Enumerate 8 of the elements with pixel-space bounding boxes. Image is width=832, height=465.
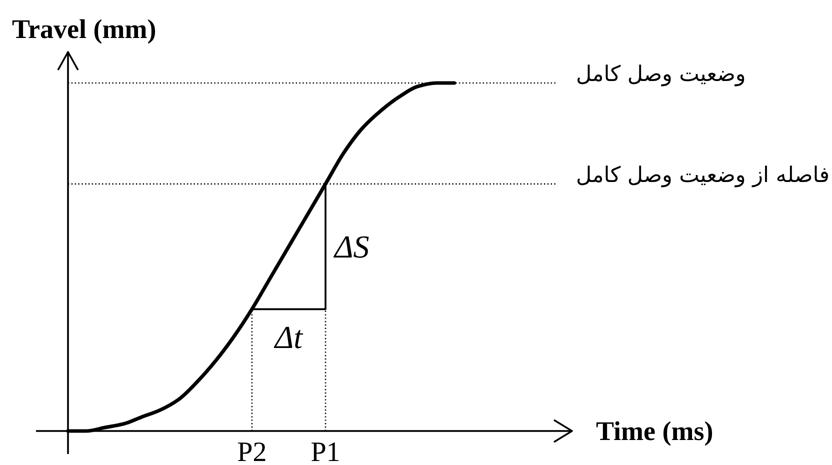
y-axis-title: Travel (mm) bbox=[12, 14, 156, 44]
annotation: Δt bbox=[272, 319, 304, 356]
ref-line-label: فاصله از وضعیت وصل کامل bbox=[576, 162, 830, 188]
x-axis-title: Time (ms) bbox=[596, 416, 714, 446]
x-tick-label: P2 bbox=[237, 437, 267, 465]
ref-line-label: وضعیت وصل کامل bbox=[576, 62, 746, 87]
x-tick-label: P1 bbox=[310, 437, 340, 465]
annotation: ΔS bbox=[332, 228, 370, 265]
